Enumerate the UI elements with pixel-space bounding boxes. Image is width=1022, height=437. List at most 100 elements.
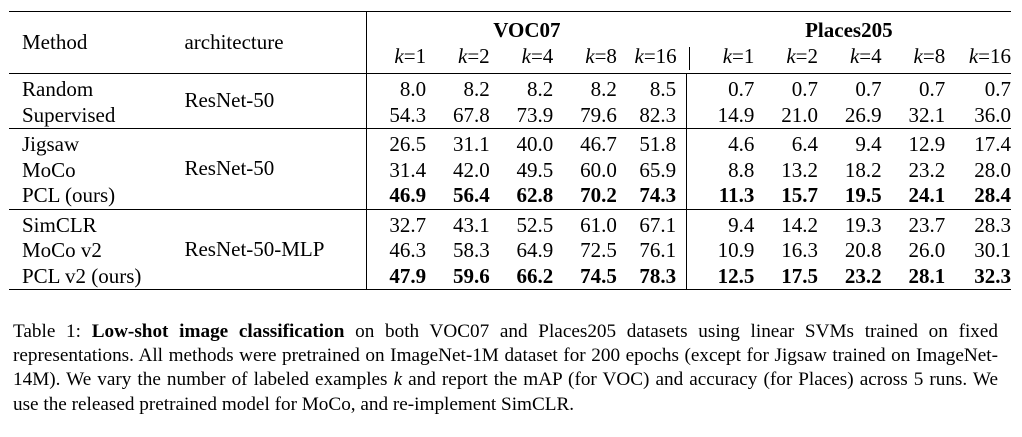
places-value-cell: 24.1	[908, 183, 946, 207]
voc-value-cell: 82.3	[639, 102, 677, 127]
places-value-cell: 11.3	[686, 183, 755, 209]
voc-value-cell: 46.7	[580, 132, 617, 156]
places-value-cell: 0.7	[984, 77, 1011, 101]
voc-value-cell: 76.1	[639, 238, 677, 262]
k-value: =4	[859, 43, 882, 68]
voc-value-cell: 46.9	[366, 183, 427, 209]
k-variable: k	[394, 43, 404, 68]
places-value-cell: 0.7	[855, 77, 882, 101]
places-value-cell: 0.7	[686, 73, 755, 103]
table-row: Supervised 54.3 67.8 73.9 79.6 82.3 14.9 21.0 26…	[9, 102, 1011, 129]
caption-label: Table 1:	[13, 321, 92, 342]
k-variable: k	[634, 43, 644, 68]
k-header-voc-3: k=8	[553, 44, 617, 74]
voc-value-cell: 65.9	[639, 157, 677, 182]
voc-value-cell: 46.3	[366, 238, 427, 264]
k-variable: k	[722, 43, 733, 68]
voc07-group-header: VOC07	[366, 11, 687, 44]
voc-value-cell: 59.6	[452, 263, 490, 288]
table-header: Method architecture VOC07 Places205 k=1 k…	[9, 11, 1011, 74]
k-variable: k	[521, 43, 531, 68]
k-value: =8	[594, 43, 617, 68]
table-row: SimCLR ResNet-50-MLP 32.7 43.1 52.5 61.0 67.1 9…	[9, 209, 1011, 261]
voc-value-cell: 74.3	[639, 183, 677, 207]
places-value-cell: 19.3	[844, 212, 882, 237]
voc-value-cell: 8.2	[527, 77, 554, 101]
method-cell: MoCo v2	[22, 238, 102, 262]
voc-value-cell: 66.2	[516, 263, 554, 288]
architecture-header: architecture	[184, 29, 284, 54]
table-row: PCL (ours) 46.9 56.4 62.8 70.2 74.3 11.3 15.7 19…	[9, 183, 1011, 209]
places-value-cell: 23.2	[908, 157, 946, 182]
places-value-cell: 26.0	[908, 238, 946, 262]
architecture-cell: ResNet-50	[184, 88, 275, 113]
caption-text-1: on both VOC07 and Places205 datasets usi…	[13, 321, 998, 391]
k-value: =8	[922, 43, 946, 68]
method-cell: SimCLR	[22, 212, 97, 237]
method-header: Method	[22, 29, 88, 54]
places-value-cell: 13.2	[781, 157, 818, 182]
voc-value-cell: 54.3	[366, 102, 427, 129]
places-value-cell: 8.8	[686, 157, 755, 183]
architecture-cell: ResNet-50-MLP	[184, 236, 325, 261]
k-value: =2	[795, 43, 818, 68]
voc-value-cell: 72.5	[580, 238, 617, 262]
places-value-cell: 28.1	[908, 263, 946, 288]
method-cell: MoCo	[22, 157, 76, 182]
k-value: =16	[978, 43, 1011, 68]
voc-value-cell: 31.4	[366, 157, 427, 183]
voc-value-cell: 32.7	[366, 209, 427, 238]
places-value-cell: 16.3	[781, 238, 818, 262]
caption-text-2: and report the mAP (for VOC) and accurac…	[13, 369, 998, 415]
places-value-cell: 28.4	[974, 183, 1011, 207]
places-value-cell: 12.5	[686, 263, 755, 290]
k-value: =4	[530, 43, 554, 68]
k-header-places-4: k=16	[945, 44, 1011, 74]
voc-value-cell: 26.5	[366, 128, 427, 158]
k-header-places-1: k=2	[754, 44, 818, 74]
places-value-cell: 10.9	[686, 238, 755, 264]
method-cell: Jigsaw	[22, 132, 80, 156]
method-cell: Random	[22, 77, 94, 101]
places-value-cell: 36.0	[974, 102, 1011, 127]
table-row: Random ResNet-50 8.0 8.2 8.2 8.2 8.5 0.7 0.7 0.7 0…	[9, 73, 1011, 112]
voc-value-cell: 42.0	[452, 157, 490, 182]
voc-value-cell: 78.3	[639, 263, 677, 288]
k-variable: k	[458, 43, 468, 68]
architecture-cell: ResNet-50	[184, 156, 275, 180]
places-value-cell: 14.9	[686, 102, 755, 129]
places-value-cell: 30.1	[974, 238, 1011, 262]
voc-value-cell: 31.1	[452, 132, 490, 156]
method-cell: PCL (ours)	[22, 183, 116, 207]
places-value-cell: 17.5	[781, 263, 818, 288]
k-header-voc-1: k=2	[426, 44, 490, 74]
places-value-cell: 32.1	[908, 102, 946, 127]
places-value-cell: 12.9	[908, 132, 946, 156]
voc-value-cell: 61.0	[580, 212, 617, 237]
table-row: PCL v2 (ours) 47.9 59.6 66.2 74.5 78.3 12.5 17.…	[9, 263, 1011, 290]
k-header-voc-0: k=1	[366, 43, 427, 74]
places-value-cell: 19.5	[844, 183, 882, 207]
voc-value-cell: 40.0	[516, 132, 554, 156]
voc-value-cell: 8.0	[366, 73, 427, 103]
table-row: MoCo v2 46.3 58.3 64.9 72.5 76.1 10.9 16.3 20.8 2…	[9, 238, 1011, 264]
table-row: Jigsaw ResNet-50 26.5 31.1 40.0 46.7 51.8 4.6 6.…	[9, 128, 1011, 180]
table-row: MoCo 31.4 42.0 49.5 60.0 65.9 8.8 13.2 18.2 23.2 2…	[9, 157, 1011, 183]
k-header-voc-2: k=4	[490, 44, 554, 74]
k-variable: k	[585, 43, 595, 68]
places-value-cell: 26.9	[844, 102, 882, 127]
k-value: =2	[467, 43, 490, 68]
places-value-cell: 15.7	[781, 183, 818, 207]
places-value-cell: 17.4	[974, 132, 1011, 156]
places-value-cell: 4.6	[686, 128, 755, 158]
voc-value-cell: 67.1	[639, 212, 677, 237]
voc-value-cell: 67.8	[452, 102, 490, 127]
places-value-cell: 28.3	[974, 212, 1011, 237]
table-caption: Table 1: Low-shot image classification o…	[13, 320, 998, 417]
k-variable: k	[786, 43, 796, 68]
places-value-cell: 20.8	[844, 238, 882, 262]
places-value-cell: 32.3	[974, 263, 1011, 288]
voc-value-cell: 8.2	[590, 77, 617, 101]
k-header-places-2: k=4	[818, 44, 882, 74]
